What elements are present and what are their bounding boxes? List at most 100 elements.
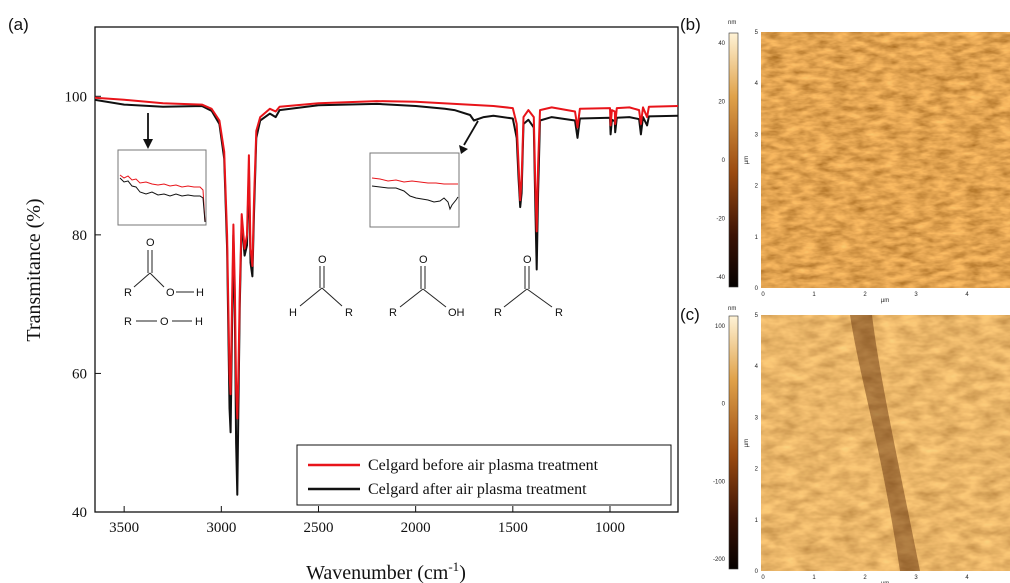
x-tick-label: 1000 — [595, 520, 625, 536]
afm-y-tick-label: 3 — [755, 415, 759, 421]
scale-tick-label: 100 — [715, 324, 726, 330]
afm-x-tick-label: 3 — [914, 292, 918, 298]
afm-groove-c — [850, 315, 920, 571]
chem-label: R — [124, 287, 132, 299]
x-tick-label: 1500 — [498, 520, 528, 536]
afm-y-tick-label: 5 — [755, 313, 759, 319]
scale-tick-label: -100 — [713, 479, 726, 485]
x-tick-label: 3500 — [109, 520, 139, 536]
afm-x-tick-label: 4 — [965, 575, 969, 581]
scale-unit: nm — [728, 20, 736, 26]
inset-oh-arrow — [143, 113, 153, 149]
structure-ketone — [503, 266, 553, 308]
chem-labels: O R O H R O H O H R O R OH O R R — [124, 237, 563, 328]
structure-carboxylic-acid — [399, 266, 447, 308]
afm-y-tick-label: 1 — [755, 235, 759, 241]
inset-oh-before-line — [119, 174, 206, 223]
legend: Celgard before air plasma treatment Celg… — [296, 444, 672, 506]
chem-label: R — [345, 307, 353, 319]
afm-x-tick-label: 1 — [812, 292, 816, 298]
chem-label: H — [196, 287, 204, 299]
afm-y-tick-label: 3 — [755, 132, 759, 138]
afm-panel-b: nm 40 20 0 -20 -40 5 4 3 2 1 0 µm 0 1 2 3 4 µm — [716, 20, 1010, 304]
chem-label: O — [419, 254, 428, 266]
chem-structures — [133, 250, 553, 322]
afm-texture-c — [761, 315, 1010, 571]
scale-tick-label: 20 — [718, 100, 725, 106]
inset-carbonyl-region — [369, 152, 460, 228]
scale-tick-label: 0 — [722, 402, 726, 408]
chem-label: O — [166, 287, 175, 299]
afm-texture-b — [761, 32, 1010, 288]
plot-frame — [94, 26, 679, 513]
afm-x-unit: µm — [881, 298, 889, 304]
afm-y-unit: µm — [744, 439, 750, 447]
inset-oh-after-line — [119, 177, 206, 223]
inset-carbonyl-before-line — [371, 177, 458, 185]
afm-axes-c: 5 4 3 2 1 0 µm 0 1 2 3 4 µm — [744, 313, 969, 583]
panel-label-b: (b) — [680, 15, 701, 34]
panel-label-a: (a) — [8, 15, 29, 34]
afm-y-tick-label: 0 — [755, 569, 759, 575]
scale-tick-label: -20 — [716, 217, 725, 223]
inset-oh-region — [117, 149, 207, 226]
afm-y-unit: µm — [744, 156, 750, 164]
afm-x-unit: µm — [881, 581, 889, 583]
afm-panel-c: nm 100 0 -100 -200 5 4 3 2 1 0 µm 0 1 2 3 4 µm — [713, 306, 1010, 583]
x-tick-label: 2000 — [401, 520, 431, 536]
structure-carboxylic-acid-h — [133, 250, 194, 293]
y-axis-title: Transmitance (%) — [23, 198, 45, 341]
scale-tick-labels: 40 20 0 -20 -40 — [716, 41, 725, 281]
afm-y-tick-label: 4 — [755, 81, 759, 87]
scale-tick-label: 0 — [722, 158, 726, 164]
series-line-before — [95, 96, 678, 420]
afm-y-tick-label: 0 — [755, 286, 759, 292]
scale-tick-label: 40 — [718, 41, 725, 47]
afm-x-tick-label: 2 — [863, 575, 867, 581]
x-axis-title-sup: -1 — [448, 559, 459, 574]
inset-carbonyl-after-line — [371, 185, 459, 211]
structure-aldehyde — [299, 266, 343, 307]
inset-carbonyl-arrow — [459, 120, 479, 154]
afm-axes-b: 5 4 3 2 1 0 µm 0 1 2 3 4 µm — [744, 30, 969, 304]
chem-label: R — [555, 307, 563, 319]
afm-y-tick-label: 2 — [755, 184, 759, 190]
afm-x-tick-label: 0 — [761, 292, 765, 298]
y-tick-label: 40 — [72, 505, 87, 521]
afm-x-tick-label: 3 — [914, 575, 918, 581]
scale-tick-labels: 100 0 -100 -200 — [713, 324, 726, 563]
series-layer — [95, 96, 678, 496]
x-tick-label: 2500 — [303, 520, 333, 536]
x-axis-title: Wavenumber (cm-1) — [306, 559, 466, 583]
scale-unit: nm — [728, 306, 736, 312]
y-axis: 40 60 80 100 — [65, 89, 101, 521]
afm-x-tick-label: 1 — [812, 575, 816, 581]
chem-label: O — [318, 254, 327, 266]
legend-label-after: Celgard after air plasma treatment — [368, 481, 587, 498]
chem-label: H — [289, 307, 297, 319]
scale-tick-label: -200 — [713, 557, 726, 563]
color-scale-bar — [728, 32, 739, 288]
chem-label: R — [494, 307, 502, 319]
afm-x-tick-label: 0 — [761, 575, 765, 581]
panel-label-c: (c) — [680, 305, 700, 324]
chem-label: OH — [448, 307, 465, 319]
color-scale-bar — [728, 315, 739, 570]
x-axis: 3500 3000 2500 2000 1500 1000 — [109, 506, 625, 536]
y-tick-label: 60 — [72, 366, 87, 382]
chem-label: R — [389, 307, 397, 319]
afm-y-tick-label: 2 — [755, 467, 759, 473]
afm-y-tick-label: 5 — [755, 30, 759, 36]
y-tick-label: 80 — [72, 228, 87, 244]
y-tick-label: 100 — [65, 89, 88, 105]
chem-label: O — [160, 316, 169, 328]
chem-label: O — [146, 237, 155, 249]
afm-y-tick-label: 1 — [755, 518, 759, 524]
chem-label: O — [523, 254, 532, 266]
x-tick-label: 3000 — [206, 520, 236, 536]
x-axis-title-close: ) — [459, 562, 466, 583]
scale-tick-label: -40 — [716, 275, 725, 281]
ftir-chart: 40 60 80 100 3500 3000 2500 2000 1500 1000 Trans… — [23, 26, 679, 583]
afm-x-tick-label: 4 — [965, 292, 969, 298]
chem-label: R — [124, 316, 132, 328]
